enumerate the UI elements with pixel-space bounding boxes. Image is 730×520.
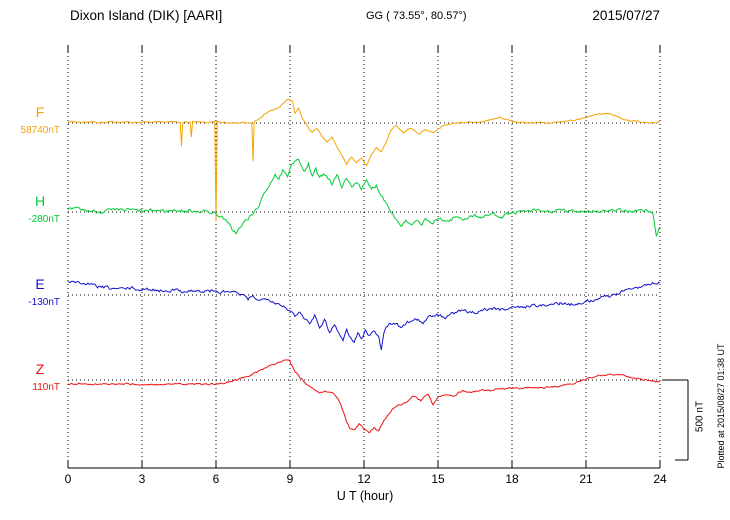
x-tick-label: 9 bbox=[286, 472, 294, 486]
date-label: 2015/07/27 bbox=[592, 8, 660, 23]
channel-baseline-value-E: -130nT bbox=[28, 297, 60, 308]
x-axis-title: U T (hour) bbox=[336, 489, 394, 503]
x-tick-label: 3 bbox=[138, 472, 146, 486]
channel-label-Z: Z bbox=[35, 361, 45, 377]
channel-label-H: H bbox=[34, 193, 46, 209]
x-tick-label: 24 bbox=[653, 472, 667, 486]
channel-baseline-value-H: -280nT bbox=[28, 214, 60, 225]
trace-Z bbox=[67, 359, 661, 434]
x-tick-label: 6 bbox=[212, 472, 220, 486]
trace-F bbox=[67, 98, 661, 222]
x-tick-label: 0 bbox=[64, 472, 72, 486]
channel-baseline-value-F: 58740nT bbox=[20, 125, 60, 136]
trace-H bbox=[67, 158, 661, 238]
trace-E bbox=[67, 280, 660, 351]
x-tick-label: 15 bbox=[431, 472, 445, 486]
x-tick-label: 21 bbox=[579, 472, 593, 486]
geo-coordinates: GG ( 73.55°, 80.57°) bbox=[366, 10, 467, 22]
x-tick-label: 12 bbox=[357, 472, 371, 486]
scale-bar-label: 500 nT bbox=[694, 400, 706, 433]
plotted-timestamp: Plotted at 2015/08/27 01:38 UT bbox=[716, 343, 726, 469]
x-tick-label: 18 bbox=[505, 472, 519, 486]
channel-label-F: F bbox=[35, 104, 45, 120]
channel-baseline-value-Z: 110nT bbox=[32, 382, 60, 393]
channel-label-E: E bbox=[35, 276, 45, 292]
station-title: Dixon Island (DIK) [AARI] bbox=[70, 8, 223, 23]
